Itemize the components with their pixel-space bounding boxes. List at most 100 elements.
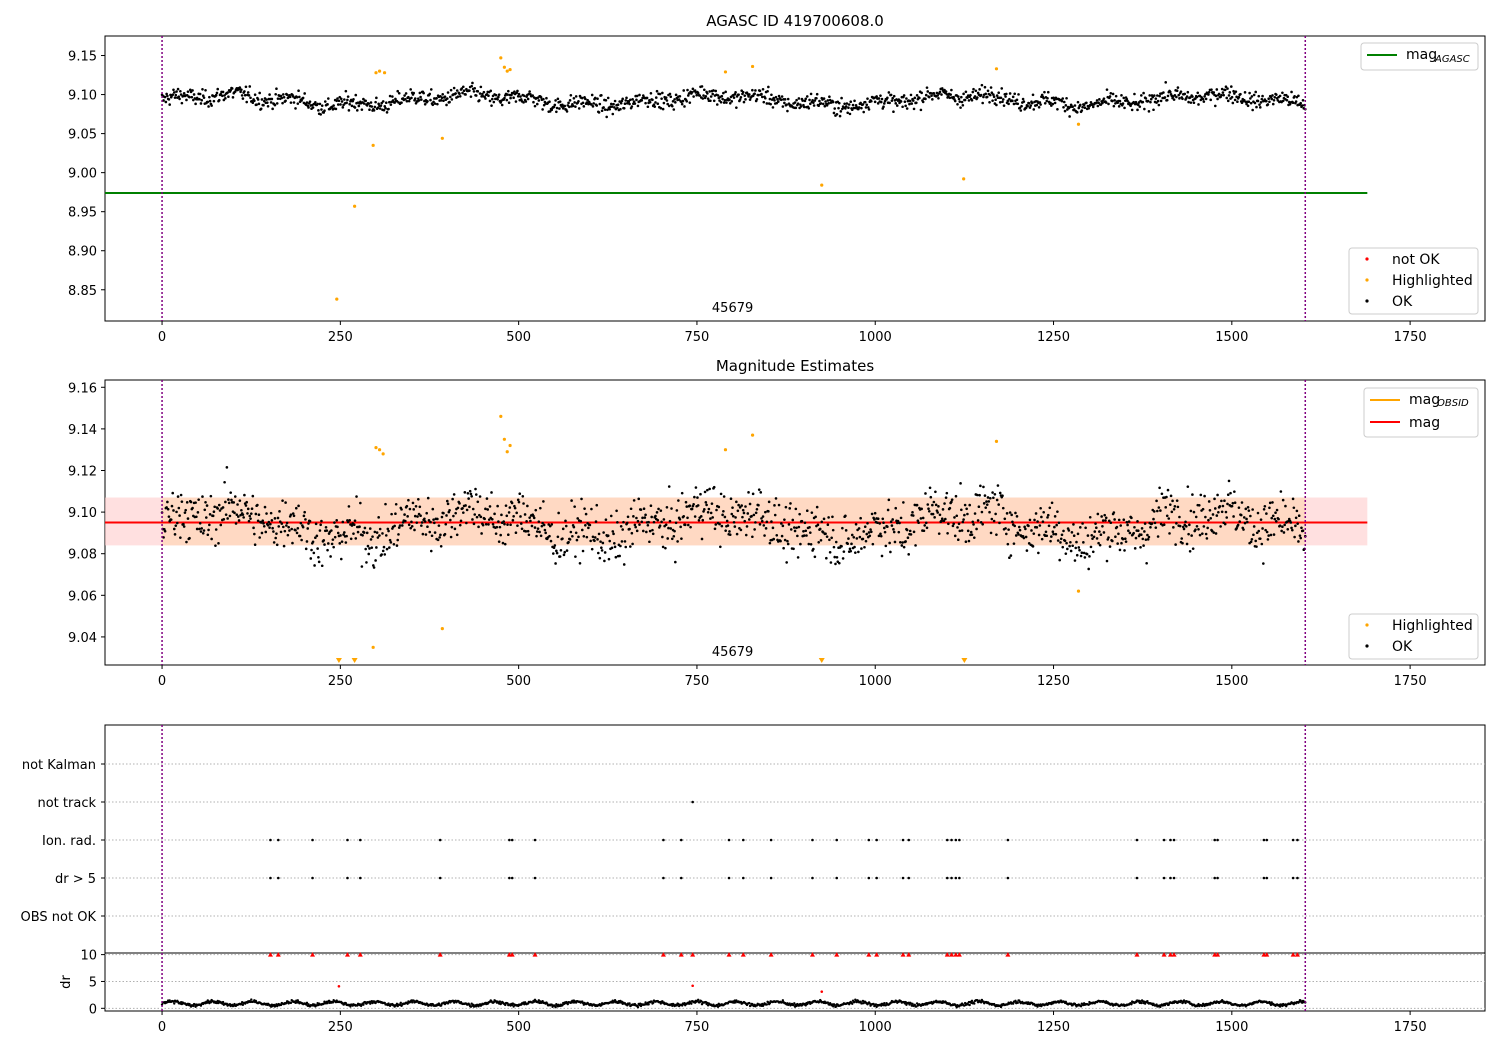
p2-ok-point — [433, 531, 437, 534]
p3-flag-point — [1265, 838, 1269, 842]
p1-ok-point — [490, 104, 493, 107]
p3-flag-point — [907, 876, 911, 880]
p2-ok-point — [1176, 505, 1180, 509]
p2-ok-point — [685, 505, 689, 508]
p2-ok-point — [773, 504, 776, 507]
p2-ok-point — [416, 515, 419, 518]
p1-ok-point — [1258, 103, 1261, 106]
p2-ok-point — [1178, 515, 1181, 519]
p2-ok-point — [238, 499, 242, 502]
p2-ok-point — [950, 498, 954, 501]
p1-highlighted-point — [377, 69, 382, 73]
p2-ok-point — [989, 531, 993, 535]
p2-ok-point — [961, 520, 965, 524]
p2-ok-point — [610, 546, 614, 550]
p2-ok-point — [809, 531, 812, 534]
p1-ok-point — [1046, 96, 1049, 100]
p1-ok-point — [1166, 94, 1170, 98]
p2-ok-point — [971, 520, 975, 524]
p2-ok-point — [208, 523, 211, 527]
p2-ok-point — [497, 540, 501, 543]
p2-ok-point — [384, 534, 388, 537]
p2-ok-point — [596, 551, 600, 555]
p2-ok-point — [475, 515, 479, 519]
p3-flag-point — [741, 838, 745, 842]
p1-ok-point — [368, 108, 371, 111]
p2-highlighted-point — [505, 450, 509, 454]
p1-ok-point — [1265, 99, 1268, 103]
p2-ok-point — [866, 522, 869, 525]
p4-ylabel: dr — [59, 975, 74, 989]
p2-ok-point — [668, 519, 672, 523]
p2-ok-point — [809, 542, 813, 546]
p4-dr-point — [349, 1005, 352, 1008]
p4-capped-marker — [874, 952, 880, 957]
p1-ok-point — [1207, 93, 1210, 96]
p2-ok-point — [899, 540, 902, 544]
p2-ok-point — [993, 492, 997, 496]
p1-ok-point — [259, 107, 263, 111]
p1-ok-point — [748, 93, 751, 96]
p4-capped-marker — [310, 952, 316, 957]
p1-ok-point — [771, 106, 775, 109]
p4-dr-point — [853, 1000, 856, 1004]
p1-ok-point — [179, 93, 183, 96]
p2-ok-point — [247, 519, 251, 523]
p2-ok-point — [754, 521, 757, 524]
p1-highlighted-point — [750, 64, 755, 69]
p1-ok-point — [410, 96, 413, 100]
p2-ok-point — [822, 517, 826, 521]
p4-dr-point — [411, 1001, 414, 1004]
p2-ok-point — [1224, 510, 1228, 514]
p2-ok-point — [1134, 536, 1138, 540]
p2-highlighted-point — [750, 433, 755, 437]
p2-ok-point — [640, 520, 644, 524]
p1-ok-point — [1261, 94, 1264, 98]
p2-ok-point — [652, 520, 656, 524]
p3-flag-point — [679, 838, 683, 842]
p1-ok-point — [334, 107, 338, 111]
p1-ok-point — [774, 95, 778, 99]
p2-ok-point — [448, 508, 451, 512]
p1-highlighted-point — [335, 297, 339, 301]
p3-flag-point — [510, 838, 514, 842]
p1-legend-label: not OK — [1392, 252, 1440, 268]
p1-ok-point — [175, 90, 178, 93]
p2-ok-point — [243, 493, 246, 497]
p1-ok-point — [177, 95, 181, 98]
p2-ok-point — [710, 502, 714, 505]
p1-ok-point — [981, 101, 984, 105]
p2-ok-point — [690, 507, 694, 511]
p1-ok-point — [780, 98, 783, 102]
p1-ok-point — [284, 99, 287, 103]
p2-ok-point — [1252, 525, 1256, 528]
p4-dr-point — [221, 1000, 225, 1004]
p2-ok-point — [272, 530, 275, 533]
p1-ok-point — [956, 102, 959, 106]
p2-ok-point — [1088, 515, 1092, 519]
p1-highlighted-point — [820, 183, 824, 187]
p2-ok-point — [781, 524, 785, 528]
p1-ok-point — [640, 99, 644, 102]
p1-ok-point — [976, 96, 979, 99]
p4-dr-point — [1146, 999, 1149, 1003]
p1-ok-point — [297, 89, 300, 93]
p1-ok-point — [426, 99, 429, 103]
p2-ok-point — [579, 519, 583, 523]
p2-ok-point — [891, 518, 894, 521]
p1-ok-point — [825, 104, 829, 107]
p2-ok-point — [693, 495, 696, 499]
p2-ok-point — [372, 564, 375, 567]
p2-ok-point — [1209, 517, 1213, 520]
p1-ok-point — [818, 99, 821, 103]
p2-ok-point — [1185, 525, 1188, 528]
p1-ok-point — [828, 98, 832, 102]
p1-ok-point — [274, 92, 277, 96]
p2-ok-point — [172, 527, 176, 531]
p1-ok-point — [294, 107, 297, 110]
p4-dr-point — [192, 1004, 195, 1008]
p1-ok-point — [1056, 107, 1059, 111]
p1-highlighted-point — [499, 56, 503, 60]
p2-ok-point — [925, 526, 929, 530]
p1-ok-point — [719, 100, 723, 104]
